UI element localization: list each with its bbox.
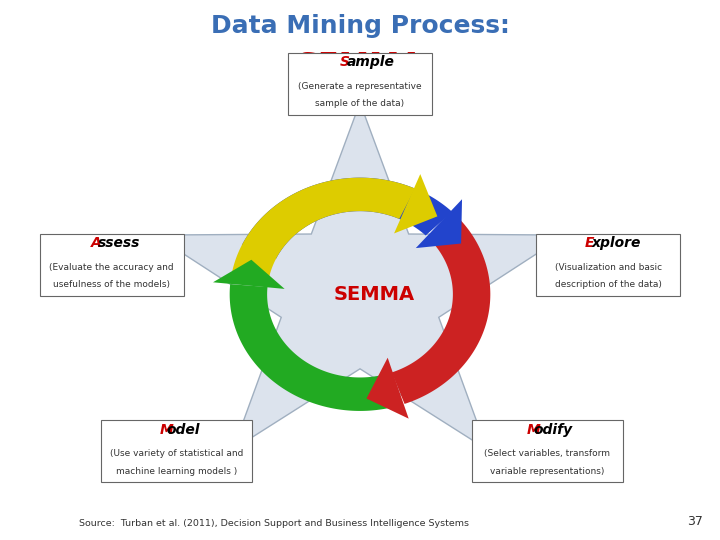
Text: usefulness of the models): usefulness of the models) — [53, 280, 170, 289]
FancyBboxPatch shape — [288, 53, 432, 115]
Text: (Visualization and basic: (Visualization and basic — [555, 263, 662, 272]
Polygon shape — [232, 178, 415, 280]
Polygon shape — [415, 199, 462, 248]
Text: M: M — [159, 423, 173, 436]
Text: description of the data): description of the data) — [555, 280, 662, 289]
Polygon shape — [366, 357, 409, 418]
Text: S: S — [340, 56, 349, 69]
FancyBboxPatch shape — [472, 420, 623, 482]
Text: machine learning models ): machine learning models ) — [116, 467, 237, 476]
Polygon shape — [242, 178, 452, 259]
Text: odel: odel — [166, 423, 199, 436]
Text: variable representations): variable representations) — [490, 467, 604, 476]
Text: 37: 37 — [687, 515, 703, 528]
Text: Source:  Turban et al. (2011), Decision Support and Business Intelligence System: Source: Turban et al. (2011), Decision S… — [78, 519, 469, 528]
Text: sample of the data): sample of the data) — [315, 99, 405, 109]
Text: (Evaluate the accuracy and: (Evaluate the accuracy and — [49, 263, 174, 272]
Text: ample: ample — [346, 56, 394, 69]
Text: ssess: ssess — [98, 237, 140, 250]
Text: (Generate a representative: (Generate a representative — [298, 82, 422, 91]
Text: SEMMA: SEMMA — [297, 51, 423, 80]
Polygon shape — [394, 174, 437, 233]
FancyBboxPatch shape — [101, 420, 252, 482]
Text: (Use variety of statistical and: (Use variety of statistical and — [109, 449, 243, 458]
Text: odify: odify — [534, 423, 572, 436]
Polygon shape — [230, 284, 394, 411]
FancyBboxPatch shape — [536, 233, 680, 296]
Polygon shape — [392, 219, 490, 404]
Text: SEMMA: SEMMA — [334, 285, 415, 304]
Text: xplore: xplore — [591, 237, 641, 250]
Polygon shape — [155, 103, 565, 449]
Text: A: A — [91, 237, 102, 250]
Text: (Select variables, transform: (Select variables, transform — [485, 449, 611, 458]
FancyBboxPatch shape — [40, 233, 184, 296]
Text: M: M — [527, 423, 541, 436]
Text: Data Mining Process:: Data Mining Process: — [210, 14, 510, 37]
Polygon shape — [213, 260, 284, 289]
Text: E: E — [585, 237, 594, 250]
